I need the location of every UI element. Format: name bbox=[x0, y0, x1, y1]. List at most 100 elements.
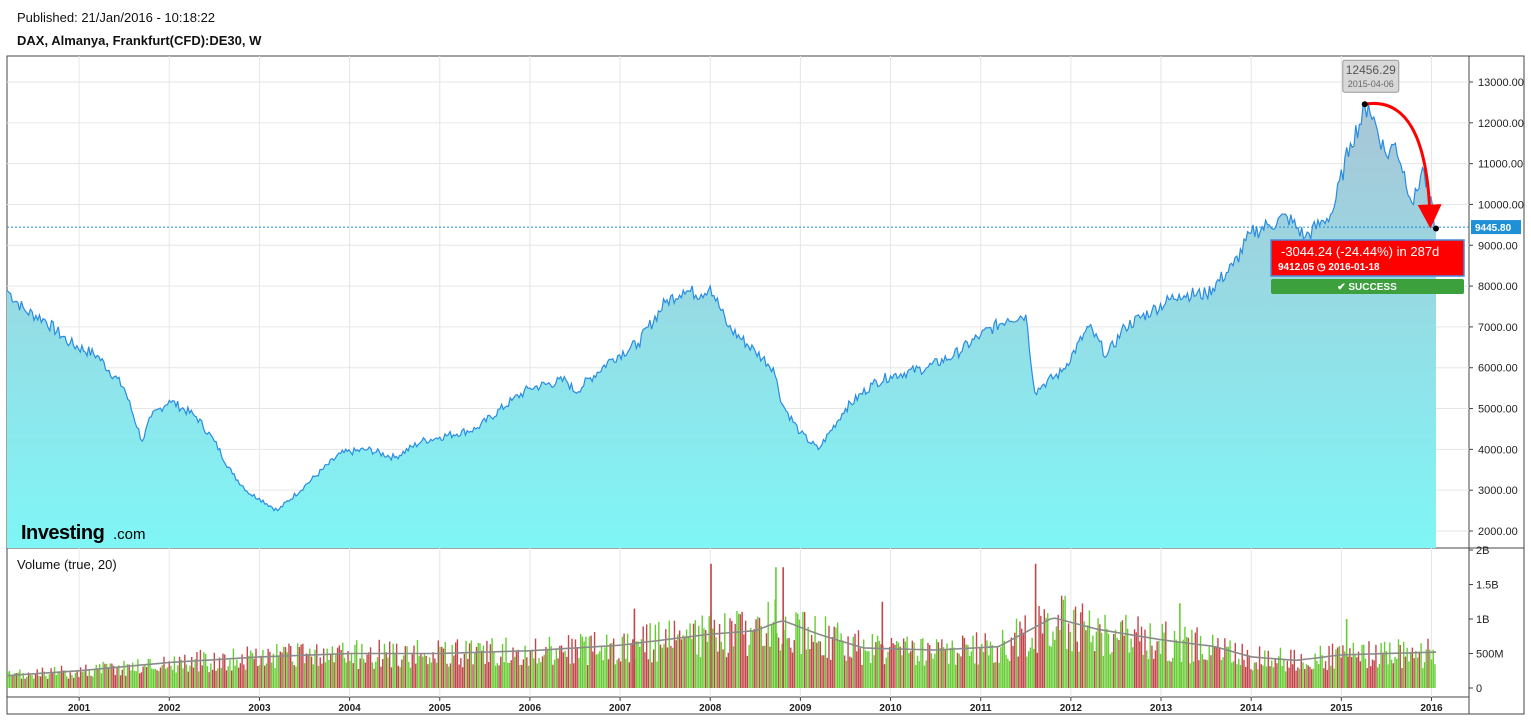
volume-bar bbox=[661, 647, 663, 688]
volume-bar bbox=[743, 634, 745, 688]
volume-bar bbox=[1260, 664, 1263, 688]
volume-bar bbox=[975, 632, 978, 688]
volume-bar bbox=[1135, 632, 1137, 688]
volume-bar bbox=[1206, 660, 1209, 688]
volume-bar bbox=[361, 644, 363, 688]
x-tick-label: 2004 bbox=[338, 703, 361, 714]
peak-date: 2015-04-06 bbox=[1348, 79, 1394, 89]
volume-bar bbox=[887, 651, 889, 688]
volume-bar bbox=[816, 642, 818, 688]
volume-bar bbox=[916, 655, 919, 688]
volume-bar bbox=[1342, 645, 1344, 688]
volume-bar bbox=[946, 643, 948, 688]
volume-bar bbox=[296, 643, 299, 688]
volume-bar bbox=[703, 628, 705, 688]
volume-bar bbox=[920, 639, 922, 688]
volume-bar bbox=[732, 646, 735, 688]
volume-bar bbox=[1069, 632, 1072, 688]
volume-bar bbox=[1279, 647, 1282, 688]
volume-bar bbox=[833, 626, 835, 688]
x-tick-label: 2015 bbox=[1330, 703, 1353, 714]
volume-bar bbox=[1064, 595, 1066, 688]
volume-bar bbox=[317, 665, 320, 688]
x-axis-ticks: 2001 2002 2003 2004 2005 2006 2007 2008 2009 2010… bbox=[68, 697, 1443, 714]
volume-bar bbox=[362, 658, 365, 688]
volume-bar bbox=[15, 673, 18, 688]
volume-bar bbox=[545, 646, 547, 688]
volume-bar bbox=[1357, 651, 1360, 688]
volume-bar bbox=[246, 646, 248, 688]
volume-bar bbox=[232, 648, 235, 688]
volume-bar bbox=[715, 637, 717, 688]
volume-bar bbox=[526, 657, 528, 688]
volume-bar bbox=[616, 659, 618, 688]
volume-bar bbox=[1092, 635, 1094, 688]
volume-bar bbox=[939, 647, 941, 688]
volume-bar bbox=[454, 642, 457, 688]
volume-bar bbox=[218, 657, 221, 688]
price-area-fill bbox=[7, 104, 1436, 548]
volume-bar bbox=[982, 652, 985, 688]
volume-bar bbox=[734, 623, 736, 688]
volume-bar bbox=[578, 658, 580, 688]
volume-bar bbox=[171, 669, 174, 688]
volume-bar bbox=[413, 645, 415, 688]
volume-bar bbox=[817, 641, 820, 688]
volume-bar bbox=[1212, 634, 1214, 688]
volume-bar bbox=[441, 646, 443, 688]
volume-bar bbox=[243, 664, 245, 688]
volume-bar bbox=[1104, 614, 1106, 688]
volume-bar bbox=[998, 662, 1000, 688]
volume-bar bbox=[154, 668, 156, 688]
volume-bar bbox=[1272, 667, 1275, 688]
volume-bar bbox=[1302, 662, 1304, 688]
volume-bar bbox=[338, 645, 341, 688]
volume-bar bbox=[220, 667, 222, 688]
volume-bar bbox=[1229, 640, 1231, 688]
volume-bar bbox=[465, 640, 467, 688]
volume-bar bbox=[871, 634, 874, 688]
volume-bar bbox=[392, 643, 394, 688]
volume-bar bbox=[1201, 654, 1203, 688]
volume-bar bbox=[67, 678, 70, 688]
volume-bar bbox=[986, 640, 988, 688]
volume-bar bbox=[739, 614, 742, 688]
volume-bar bbox=[736, 610, 738, 688]
volume-bar bbox=[345, 662, 347, 688]
volume-bar bbox=[409, 667, 412, 688]
volume-bar bbox=[416, 639, 419, 688]
volume-bar bbox=[533, 658, 535, 688]
volume-bar bbox=[277, 656, 280, 688]
volume-bar bbox=[823, 655, 825, 688]
volume-bar bbox=[1000, 647, 1002, 688]
volume-bar bbox=[935, 639, 938, 688]
volume-bar bbox=[1132, 647, 1134, 688]
end-point bbox=[1433, 225, 1439, 232]
volume-bar bbox=[137, 659, 139, 688]
volume-bar bbox=[119, 675, 122, 688]
volume-bar bbox=[147, 658, 150, 688]
volume-bar bbox=[145, 667, 148, 688]
volume-bar bbox=[501, 644, 504, 688]
volume-bar bbox=[765, 633, 768, 688]
volume-bar bbox=[786, 638, 788, 688]
volume-bar bbox=[257, 666, 259, 688]
volume-bar bbox=[958, 653, 960, 688]
volume-bar bbox=[1408, 661, 1410, 688]
volume-bar bbox=[1305, 664, 1308, 688]
volume-bar bbox=[284, 647, 287, 688]
volume-bar bbox=[463, 653, 466, 688]
volume-bar bbox=[72, 677, 75, 688]
volume-bar bbox=[1180, 661, 1183, 688]
volume-bar bbox=[118, 665, 120, 688]
volume-bar bbox=[159, 667, 162, 688]
volume-bar bbox=[104, 663, 106, 688]
volume-bar bbox=[1102, 655, 1105, 688]
volume-bar bbox=[592, 651, 594, 688]
volume-bar bbox=[611, 643, 613, 688]
volume-bar bbox=[1033, 649, 1035, 688]
drawdown-annotation[interactable]: 12456.29 2015-04-06 -3044.24 (-24.44%) in … bbox=[1270, 59, 1465, 294]
volume-bar bbox=[552, 664, 554, 688]
volume-bar bbox=[579, 634, 582, 688]
